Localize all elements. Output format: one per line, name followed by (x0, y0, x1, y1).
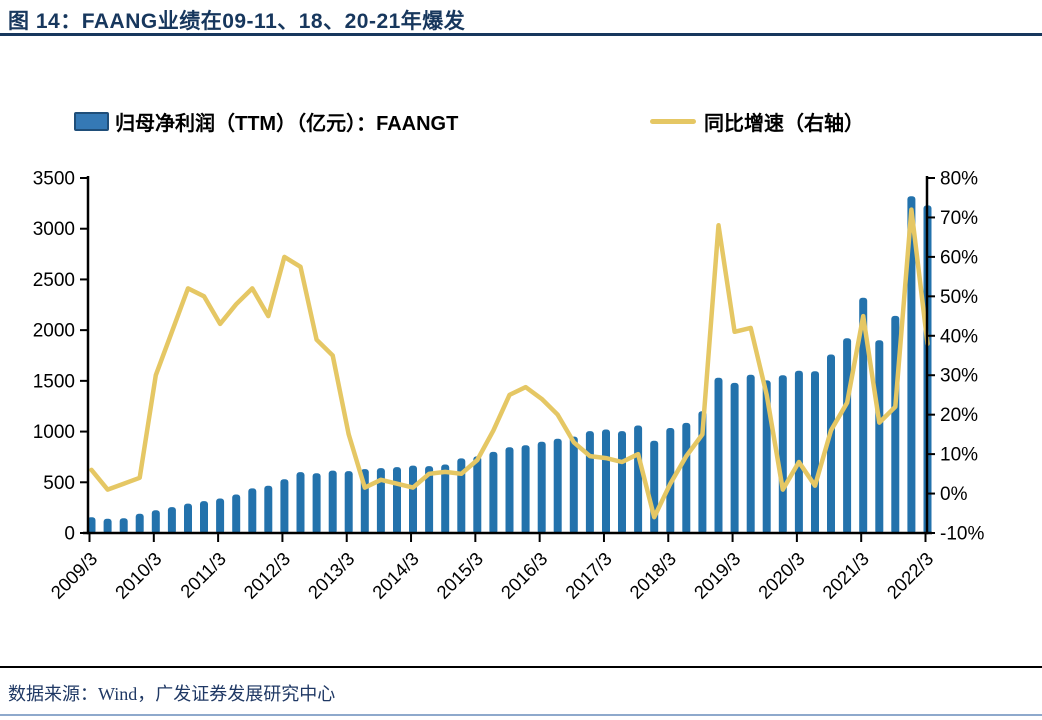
bar (843, 338, 852, 534)
bar (184, 503, 192, 534)
bar (328, 470, 337, 534)
bar (682, 422, 691, 534)
bar (264, 485, 273, 534)
left-axis-label: 3500 (33, 169, 75, 190)
bar (151, 510, 160, 534)
x-axis-label: 2020/3 (754, 548, 809, 603)
bar (569, 436, 578, 534)
right-axis-label: 50% (940, 287, 978, 308)
bar (618, 431, 626, 534)
growth-line (89, 207, 930, 520)
bar (441, 464, 450, 534)
left-axis-label: 1000 (33, 422, 75, 443)
title-divider (0, 33, 1042, 36)
bar (730, 382, 739, 534)
left-axis-label: 500 (43, 473, 75, 494)
bar (216, 498, 225, 534)
bar (409, 465, 417, 534)
legend-label-net-profit: 归母净利润（TTM）（亿元）：FAANGT (115, 112, 459, 135)
bar (248, 488, 257, 534)
x-axis-label: 2013/3 (304, 548, 359, 603)
right-axis-label: -10% (940, 524, 984, 545)
right-axis-label: 40% (940, 326, 978, 347)
right-axis-label: 30% (940, 366, 978, 387)
bar (103, 518, 112, 534)
bar (280, 479, 289, 534)
right-axis-label: 60% (940, 247, 978, 268)
bar (602, 429, 610, 534)
left-axis-label: 3000 (33, 219, 75, 240)
bar (634, 425, 643, 534)
bar (457, 458, 466, 534)
bar (425, 466, 434, 534)
x-axis-label: 2018/3 (625, 548, 680, 603)
bar (393, 467, 401, 534)
x-axis-label: 2017/3 (561, 548, 616, 603)
bar (778, 375, 787, 534)
bar-series (87, 196, 932, 535)
page-bottom-rule (0, 714, 1042, 716)
bar (875, 340, 884, 534)
bar (505, 447, 514, 534)
bar (489, 451, 498, 534)
bar (344, 471, 353, 534)
bar (859, 297, 868, 534)
bar (167, 507, 176, 534)
x-axis-label: 2010/3 (111, 548, 166, 603)
bar (521, 445, 530, 534)
bar (135, 513, 144, 534)
legend-item-yoy-growth: 同比增速（右轴） (650, 106, 864, 136)
bar (714, 377, 723, 534)
bar (376, 468, 385, 534)
bar (585, 431, 594, 534)
data-source-note: 数据来源：Wind，广发证券发展研究中心 (8, 684, 336, 704)
bar (119, 518, 128, 534)
bar (537, 441, 546, 534)
left-axis-label: 2000 (33, 321, 75, 342)
bar (312, 473, 321, 534)
bar (473, 456, 482, 534)
bar (232, 494, 241, 534)
x-axis-label: 2012/3 (239, 548, 294, 603)
x-axis-label: 2019/3 (690, 548, 745, 603)
right-axis-label: 20% (940, 405, 978, 426)
bar (698, 411, 707, 534)
bar (553, 438, 562, 534)
left-axis-label: 2500 (33, 270, 75, 291)
figure-title: 图 14：FAANG业绩在09-11、18、20-21年爆发 (8, 10, 466, 33)
right-axis-label: 70% (940, 208, 978, 229)
bar (87, 517, 96, 534)
right-axis-label: 0% (940, 484, 968, 505)
x-axis-label: 2009/3 (46, 548, 101, 603)
bar-series-swatch (74, 111, 109, 131)
footer-divider (0, 666, 1042, 668)
bar (200, 501, 208, 534)
bar (811, 371, 819, 534)
x-axis-label: 2015/3 (432, 548, 487, 603)
legend-label-yoy-growth: 同比增速（右轴） (704, 112, 864, 135)
x-axis-label: 2021/3 (818, 548, 873, 603)
bar (794, 370, 803, 534)
chart-legend: 归母净利润（TTM）（亿元）：FAANGT 同比增速（右轴） (0, 106, 1042, 136)
left-axis-label: 1500 (33, 371, 75, 392)
x-axis-label: 2022/3 (882, 548, 937, 603)
bar (827, 354, 835, 534)
bar (907, 196, 916, 535)
bar (746, 374, 755, 534)
right-axis-label: 80% (940, 169, 978, 190)
bar (296, 472, 305, 534)
bar (650, 440, 659, 534)
line-series-swatch (650, 118, 696, 124)
x-axis-label: 2014/3 (368, 548, 423, 603)
left-axis-label: 0 (64, 524, 75, 545)
legend-item-net-profit: 归母净利润（TTM）（亿元）：FAANGT (74, 106, 458, 136)
right-axis-label: 10% (940, 445, 978, 466)
x-axis-label: 2011/3 (176, 548, 230, 602)
x-axis-label: 2016/3 (497, 548, 552, 603)
